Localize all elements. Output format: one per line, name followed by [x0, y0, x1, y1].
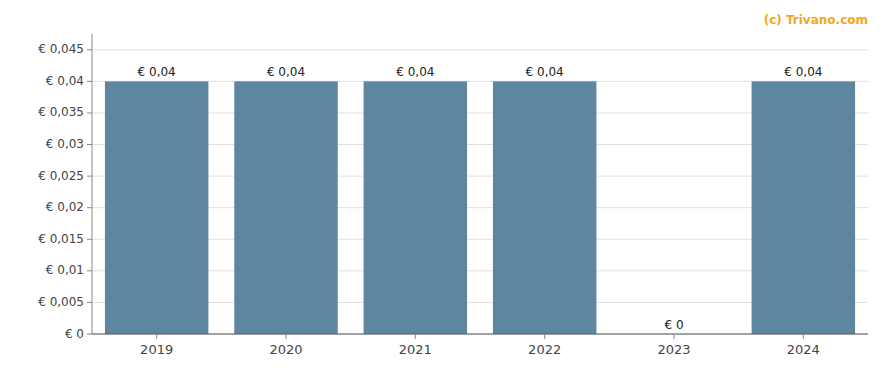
x-tick-label: 2021 [399, 342, 432, 357]
grid-line [92, 49, 868, 50]
y-tick [87, 49, 92, 50]
y-axis-line [92, 34, 93, 334]
data-label: € 0,04 [138, 65, 176, 79]
x-tick [415, 334, 416, 339]
x-tick-label: 2023 [657, 342, 690, 357]
y-tick [87, 207, 92, 208]
y-tick-label: € 0,045 [38, 42, 84, 56]
x-tick [156, 334, 157, 339]
bar [105, 81, 208, 334]
y-tick-label: € 0,04 [46, 74, 84, 88]
data-labels: € 0,04 € 0,04 € 0,04 € 0,04 € 0 € 0,04 [138, 65, 823, 332]
annotation: (c) Trivano.com [764, 13, 868, 27]
grid-line [92, 334, 868, 335]
y-tick [87, 144, 92, 145]
y-tick-label: € 0,02 [46, 200, 84, 214]
data-label: € 0,04 [267, 65, 305, 79]
x-tick [803, 334, 804, 339]
x-tick [544, 334, 545, 339]
x-tick-label: 2020 [269, 342, 302, 357]
bar [364, 81, 467, 334]
bar [493, 81, 596, 334]
x-tick-label: 2022 [528, 342, 561, 357]
y-tick [87, 270, 92, 271]
y-tick [87, 112, 92, 113]
y-tick-label: € 0,03 [46, 137, 84, 151]
y-tick-label: € 0,01 [46, 263, 84, 277]
y-tick [87, 334, 92, 335]
bar [752, 81, 855, 334]
y-tick-label: € 0,005 [38, 295, 84, 309]
bar [234, 81, 337, 334]
data-label: € 0 [664, 318, 683, 332]
data-label: € 0,04 [784, 65, 822, 79]
x-axis: 2019 2020 2021 2022 2023 2024 [92, 334, 868, 357]
y-tick [87, 81, 92, 82]
y-tick [87, 176, 92, 177]
x-axis-line [92, 334, 868, 335]
y-axis: € 0 € 0,005 € 0,01 € 0,015 € 0,02 € 0,025 € 0,… [38, 42, 868, 340]
y-tick [87, 239, 92, 240]
chart-container: € 0 € 0,005 € 0,01 € 0,015 € 0,02 € 0,025 € 0,… [0, 0, 888, 370]
x-tick-label: 2024 [787, 342, 820, 357]
y-tick-label: € 0,015 [38, 232, 84, 246]
y-tick [87, 302, 92, 303]
chart: € 0 € 0,005 € 0,01 € 0,015 € 0,02 € 0,025 € 0,… [0, 0, 888, 370]
data-label: € 0,04 [396, 65, 434, 79]
y-tick-label: € 0,035 [38, 105, 84, 119]
data-label: € 0,04 [526, 65, 564, 79]
x-tick-label: 2019 [140, 342, 173, 357]
y-tick-label: € 0,025 [38, 169, 84, 183]
x-tick [674, 334, 675, 339]
y-tick-label: € 0 [65, 327, 84, 341]
x-tick [286, 334, 287, 339]
bars [105, 81, 855, 334]
